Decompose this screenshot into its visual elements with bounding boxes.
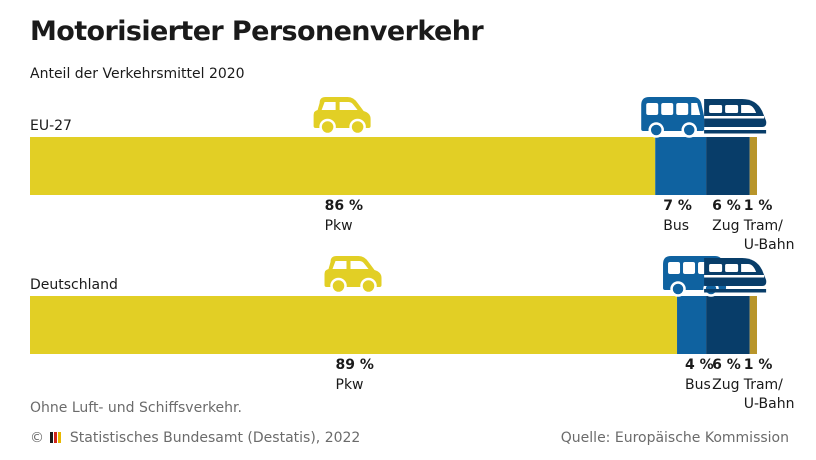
train-icon: [704, 258, 767, 293]
series-label: Tram/: [743, 377, 783, 393]
series-label: Pkw: [325, 218, 353, 234]
publisher-name: Statistisches Bundesamt (Destatis), 2022: [69, 430, 361, 446]
category-label-deutschland: Deutschland: [30, 277, 118, 293]
footnote: Ohne Luft- und Schiffsverkehr.: [30, 400, 242, 416]
chart-subtitle: Anteil der Verkehrsmittel 2020: [30, 66, 245, 82]
value-label: 1 %: [744, 357, 773, 373]
bar-segment-zug-1: [706, 296, 750, 354]
copyright-symbol: ©: [30, 430, 44, 446]
value-label: 86 %: [325, 198, 363, 214]
destatis-flag-logo: [50, 431, 62, 447]
bar-segment-pkw-0: [30, 137, 656, 195]
series-label: Pkw: [336, 377, 364, 393]
series-label: Bus: [663, 218, 689, 234]
series-label: Zug: [712, 218, 739, 234]
value-label: 89 %: [336, 357, 374, 373]
train-icon: [704, 99, 767, 134]
value-label: 7 %: [663, 198, 692, 214]
series-label: Tram/: [743, 218, 783, 234]
value-label: 4 %: [685, 357, 714, 373]
chart-title: Motorisierter Personenverkehr: [30, 16, 484, 47]
bar-segment-zug-0: [706, 137, 750, 195]
value-label: 6 %: [712, 357, 741, 373]
value-label: 1 %: [744, 198, 773, 214]
series-label: Bus: [685, 377, 711, 393]
bar-segment-tram-u-bahn-1: [749, 296, 757, 354]
bar-segment-pkw-1: [30, 296, 678, 354]
series-label: Zug: [712, 377, 739, 393]
series-label: U-Bahn: [744, 396, 795, 412]
car-icon: [324, 256, 382, 295]
source-credit: Quelle: Europäische Kommission: [560, 430, 789, 446]
series-label: U-Bahn: [744, 237, 795, 253]
category-label-eu-27: EU-27: [30, 118, 72, 134]
bar-segment-bus-0: [655, 137, 707, 195]
bus-icon: [641, 97, 705, 138]
publisher-credit: © Statistisches Bundesamt (Destatis), 20…: [30, 430, 360, 447]
car-icon: [313, 97, 371, 136]
bar-segment-bus-1: [677, 296, 707, 354]
bar-segment-tram-u-bahn-0: [749, 137, 757, 195]
value-label: 6 %: [712, 198, 741, 214]
